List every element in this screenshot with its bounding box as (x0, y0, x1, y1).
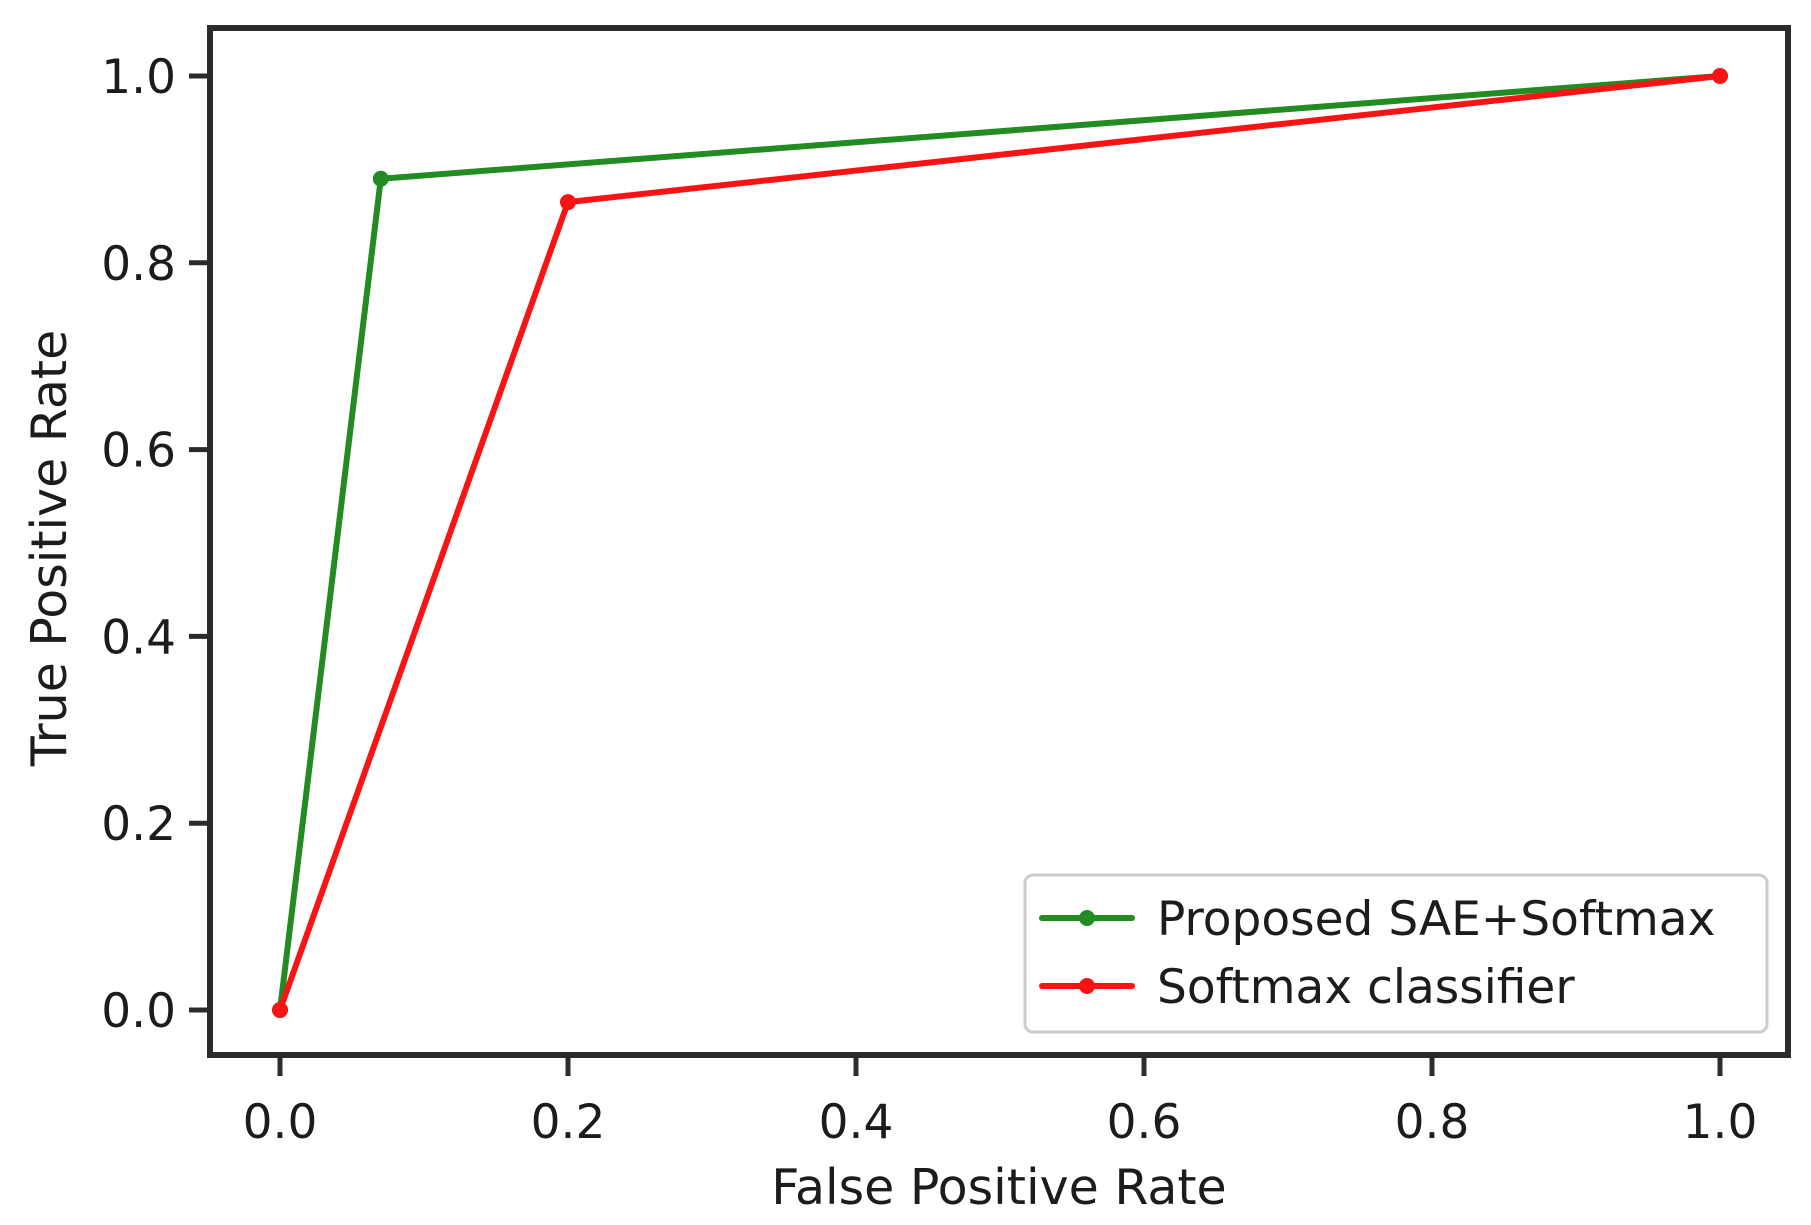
x-tick-label: 0.0 (243, 1095, 318, 1150)
x-tick-label: 0.6 (1107, 1095, 1182, 1150)
series-line-proposed-sae-softmax (277, 73, 1723, 1013)
y-tick-label: 0.6 (101, 424, 176, 479)
x-tick-label: 0.8 (1395, 1095, 1470, 1150)
legend-swatch-marker (1079, 910, 1095, 926)
legend-swatch-marker (1079, 978, 1095, 994)
legend-item-proposed-sae-softmax: Proposed SAE+Softmax (1039, 892, 1715, 947)
x-axis-title: False Positive Rate (771, 1159, 1226, 1216)
legend-label: Softmax classifier (1157, 960, 1575, 1015)
data-point-softmax-classifier (1712, 68, 1728, 84)
x-tick-label: 1.0 (1683, 1095, 1758, 1150)
legend-item-softmax-classifier: Softmax classifier (1039, 960, 1575, 1015)
y-tick-label: 0.2 (101, 797, 176, 852)
y-tick-label: 0.0 (101, 984, 176, 1039)
y-axis-title: True Positive Rate (21, 330, 78, 767)
data-point-proposed-sae-softmax (372, 170, 389, 187)
y-tick-label: 1.0 (101, 50, 176, 105)
series-line-softmax-classifier (277, 73, 1723, 1013)
legend: Proposed SAE+Softmax Softmax classifier (1023, 873, 1769, 1034)
y-tick-label: 0.8 (101, 237, 176, 292)
data-point-softmax-classifier (272, 1002, 288, 1018)
data-point-softmax-classifier (560, 194, 576, 211)
plot-frame (207, 25, 1791, 1058)
legend-frame (1023, 873, 1769, 1034)
legend-label: Proposed SAE+Softmax (1157, 892, 1715, 947)
x-tick-label: 0.4 (819, 1095, 894, 1150)
x-tick-label: 0.2 (531, 1095, 606, 1150)
y-tick-label: 0.4 (101, 610, 176, 665)
